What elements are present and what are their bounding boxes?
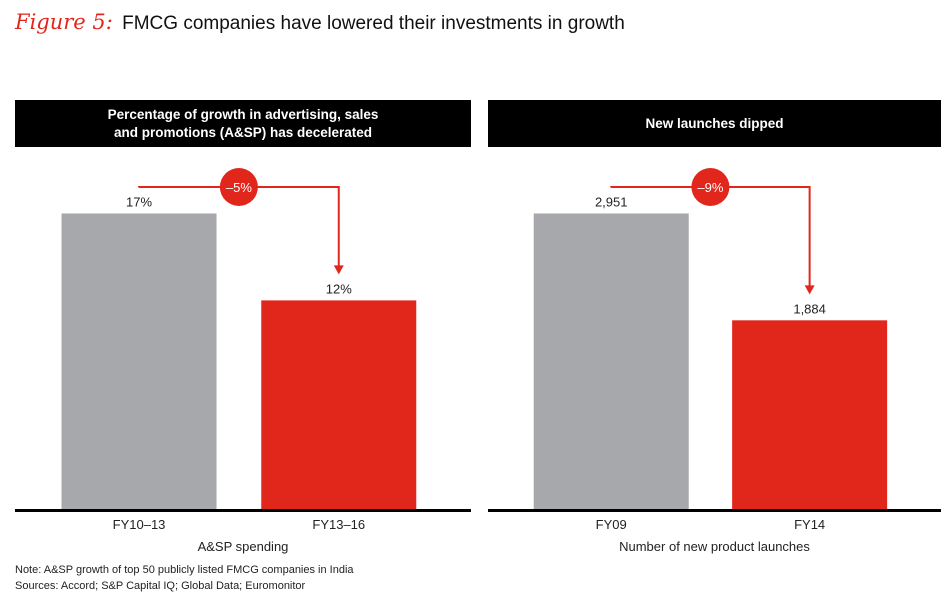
- panel-title-line-1: Percentage of growth in advertising, sal…: [107, 106, 379, 122]
- footnotes: Note: A&SP growth of top 50 publicly lis…: [15, 562, 354, 594]
- chart-new-launches: 2,951 FY09 1,884 FY14 Number of new product …: [488, 168, 941, 554]
- change-badge-text: –5%: [226, 180, 252, 195]
- x-axis-line: [15, 509, 471, 512]
- panel-header-asp: Percentage of growth in advertising, sal…: [15, 100, 471, 147]
- x-axis-line: [488, 509, 941, 512]
- category-label-1: FY10–13: [113, 517, 166, 532]
- value-label-2: 1,884: [793, 301, 826, 316]
- bar-2: [261, 300, 417, 509]
- change-badge: [691, 168, 730, 206]
- category-label-2: FY13–16: [312, 517, 365, 532]
- arrow-head: [333, 265, 344, 275]
- category-label-2: FY14: [794, 517, 825, 532]
- panel-new-launches: New launches dipped 2,951 FY09 1,884 FY14 Nu…: [488, 100, 941, 554]
- x-axis-title: A&SP spending: [198, 539, 289, 554]
- sources-text: Sources: Accord; S&P Capital IQ; Global …: [15, 580, 306, 592]
- panel-header-launches: New launches dipped: [488, 100, 941, 147]
- bar-2: [732, 320, 888, 509]
- bar-1: [61, 213, 217, 509]
- panel-title-line-1: New launches dipped: [645, 115, 784, 131]
- category-label-1: FY09: [596, 517, 627, 532]
- change-badge-text: –9%: [697, 180, 723, 195]
- arrow-head: [804, 285, 815, 295]
- chart-asp-growth: 17% FY10–13 12% FY13–16 A&SP spending –5%: [15, 168, 471, 554]
- value-label-2: 12%: [326, 281, 352, 296]
- value-label-1: 2,951: [595, 194, 628, 209]
- panel-title-line-2: and promotions (A&SP) has decelerated: [113, 124, 373, 140]
- bar-1: [533, 213, 689, 509]
- note-text: Note: A&SP growth of top 50 publicly lis…: [15, 564, 354, 576]
- x-axis-title: Number of new product launches: [619, 539, 810, 554]
- panel-asp-growth: Percentage of growth in advertising, sal…: [15, 100, 471, 554]
- figure-heading: FMCG companies have lowered their invest…: [122, 13, 625, 34]
- change-badge: [219, 168, 258, 206]
- figure-label: Figure 5:: [15, 10, 113, 34]
- value-label-1: 17%: [126, 194, 152, 209]
- figure-title: Figure 5: FMCG companies have lowered th…: [15, 10, 625, 35]
